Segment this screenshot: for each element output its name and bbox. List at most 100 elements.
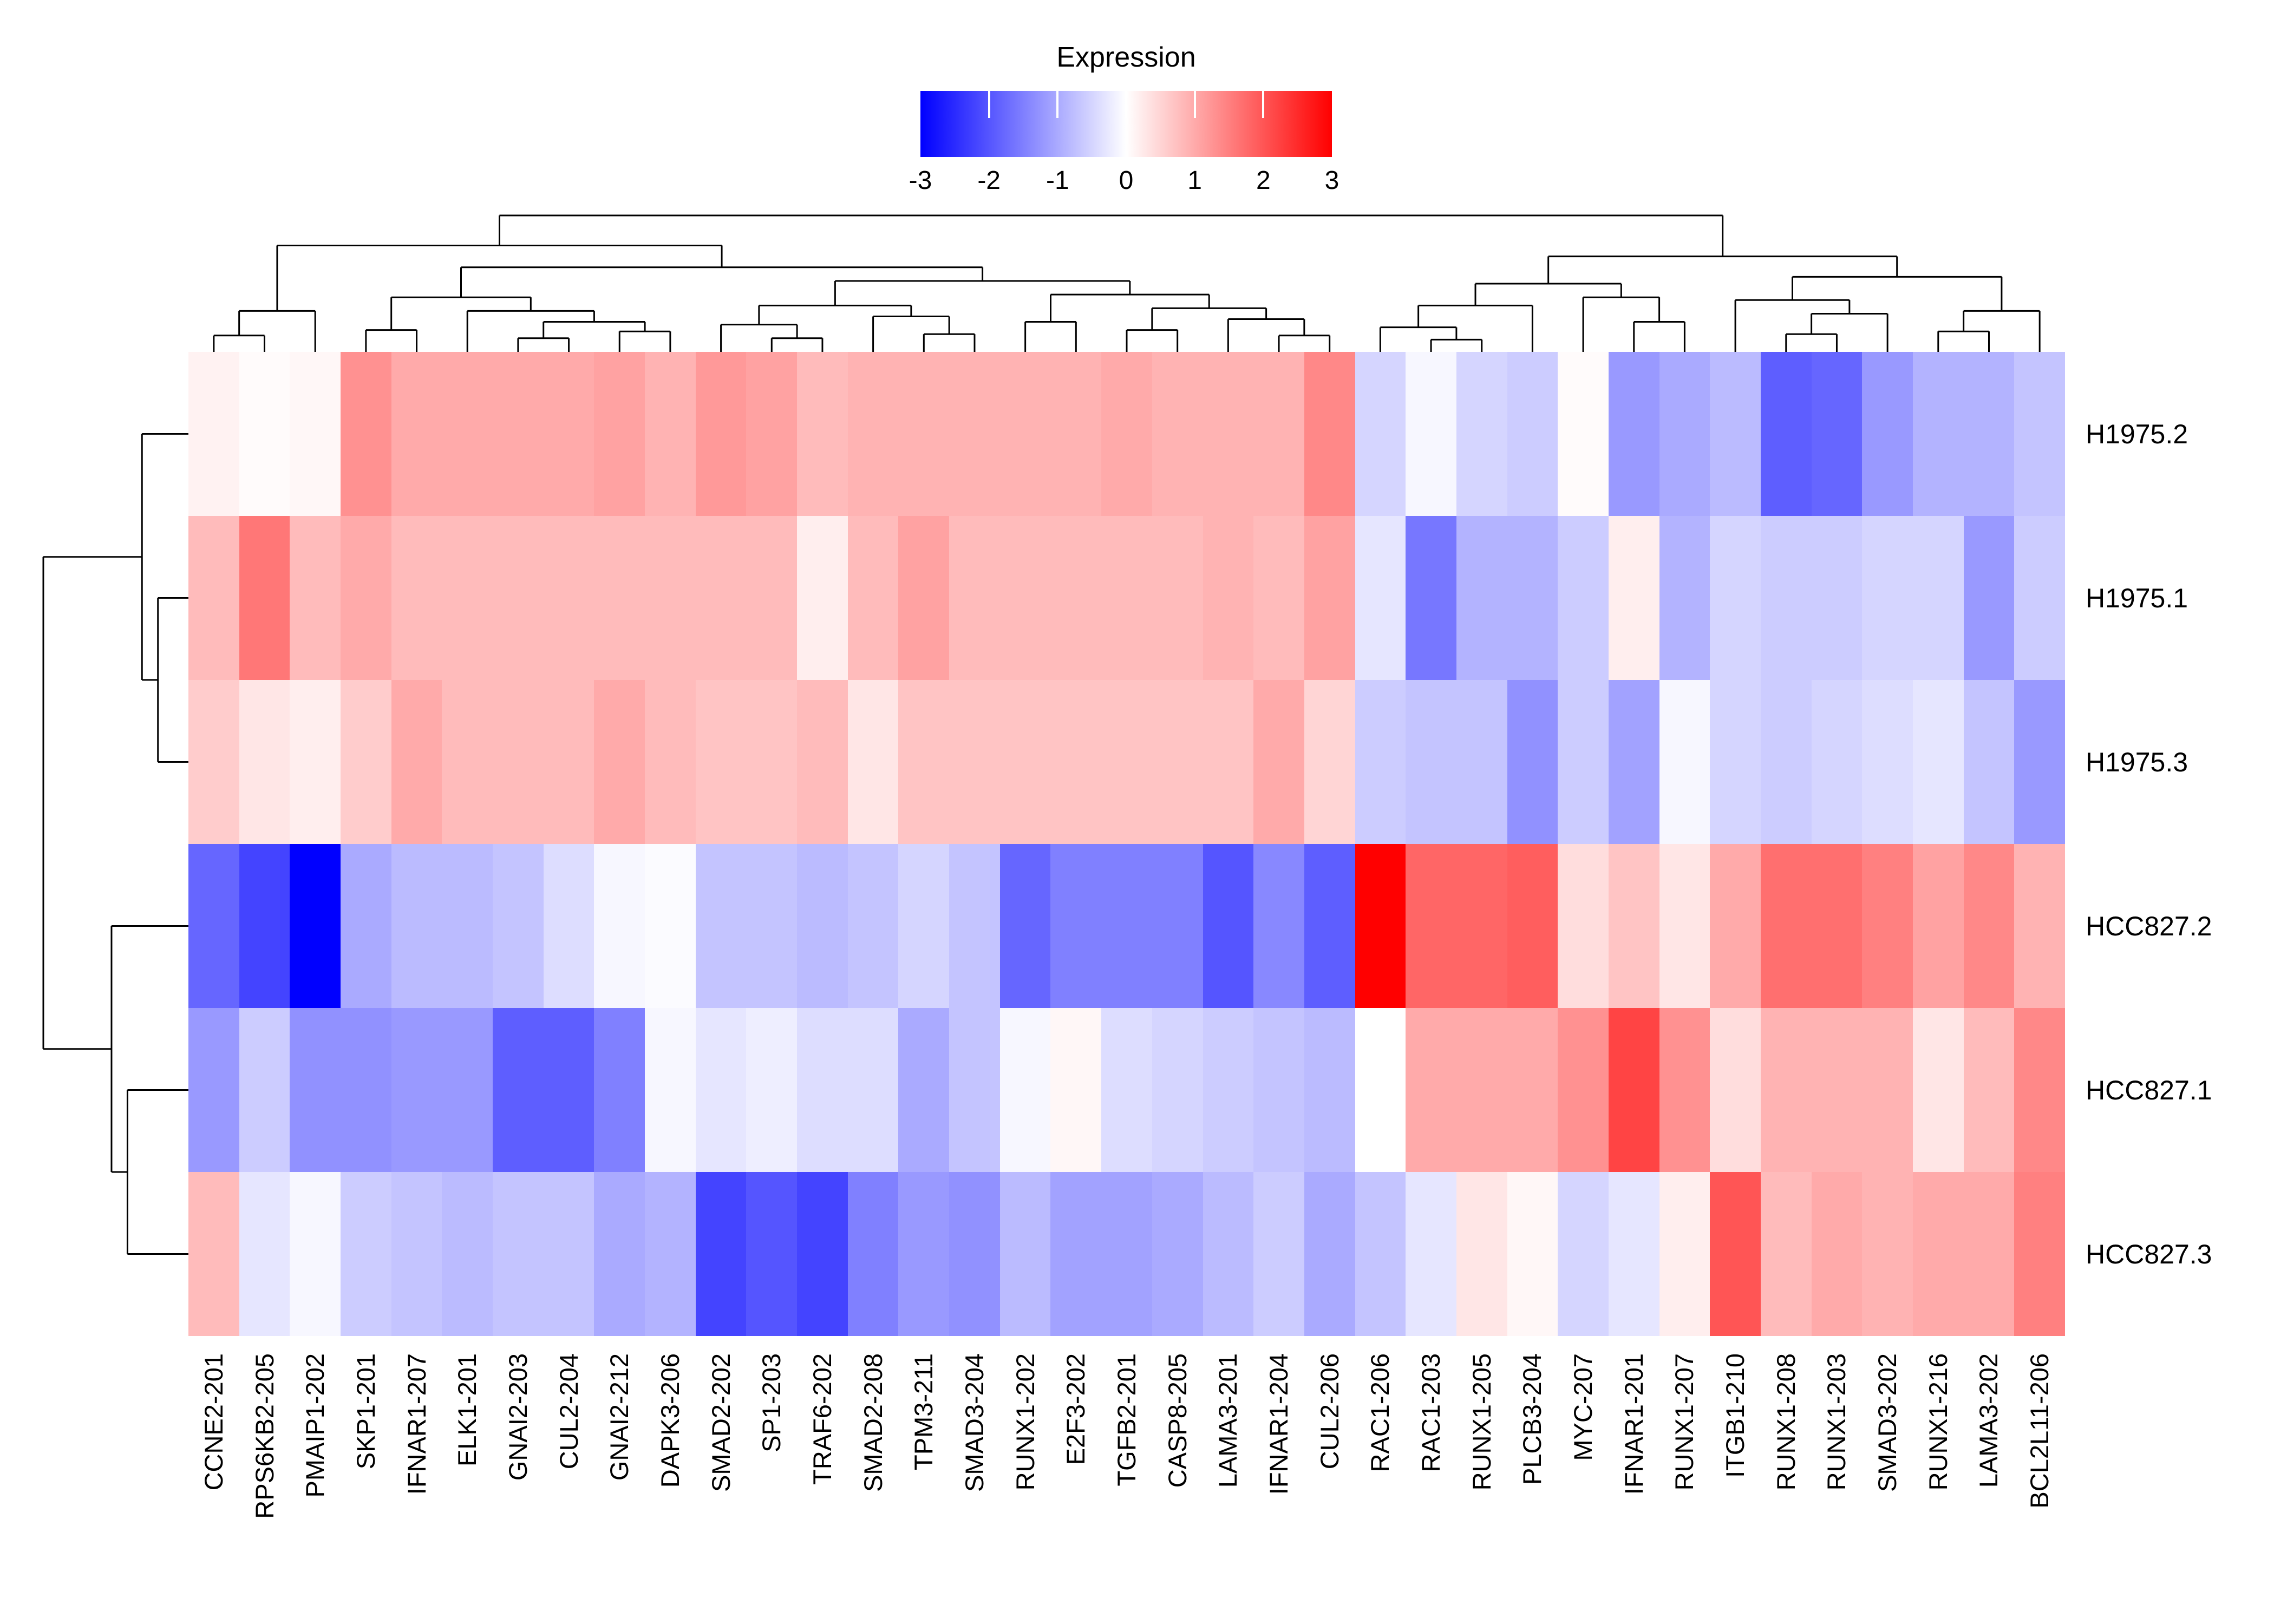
heatmap-cell bbox=[1456, 1172, 1507, 1336]
heatmap-cell bbox=[1659, 1172, 1710, 1336]
heatmap-cell bbox=[999, 680, 1051, 844]
heatmap-cell bbox=[1304, 680, 1355, 844]
heatmap-cell bbox=[1963, 516, 2015, 680]
column-label: DAPK3-206 bbox=[655, 1353, 684, 1488]
heatmap-cell bbox=[1811, 352, 1863, 516]
heatmap-cell bbox=[999, 516, 1051, 680]
heatmap-cell bbox=[1558, 352, 1609, 516]
heatmap-cell bbox=[1659, 680, 1710, 844]
heatmap-cell bbox=[442, 844, 493, 1008]
heatmap-cell bbox=[1963, 844, 2015, 1008]
heatmap-cell bbox=[1862, 844, 1913, 1008]
heatmap-cell bbox=[1963, 352, 2015, 516]
legend-title: Expression bbox=[1056, 42, 1196, 73]
heatmap-cell bbox=[1659, 352, 1710, 516]
heatmap-grid bbox=[188, 352, 2065, 1336]
heatmap-cell bbox=[290, 1172, 341, 1336]
column-label: RUNX1-203 bbox=[1822, 1353, 1851, 1491]
heatmap-cell bbox=[594, 844, 645, 1008]
heatmap-cell bbox=[341, 680, 391, 844]
heatmap-cell bbox=[290, 844, 341, 1008]
heatmap-cell bbox=[1912, 352, 1964, 516]
heatmap-cell bbox=[543, 1008, 594, 1172]
heatmap-cell bbox=[1963, 680, 2015, 844]
column-label: SP1-203 bbox=[757, 1353, 786, 1452]
heatmap-cell bbox=[1710, 516, 1761, 680]
heatmap-cell bbox=[1760, 516, 1812, 680]
column-label: RAC1-206 bbox=[1365, 1353, 1395, 1472]
heatmap-cell bbox=[1963, 1008, 2015, 1172]
heatmap-cell bbox=[594, 352, 645, 516]
heatmap-cell bbox=[188, 1172, 239, 1336]
heatmap-cell bbox=[1101, 844, 1152, 1008]
heatmap-cell bbox=[746, 516, 798, 680]
heatmap-cell bbox=[847, 680, 899, 844]
heatmap-cell bbox=[1050, 516, 1102, 680]
heatmap-cell bbox=[1152, 844, 1203, 1008]
heatmap-cell bbox=[1608, 1172, 1659, 1336]
heatmap-cell bbox=[797, 516, 848, 680]
heatmap-cell bbox=[1710, 844, 1761, 1008]
heatmap-cell bbox=[442, 516, 493, 680]
column-label: RAC1-203 bbox=[1416, 1353, 1446, 1472]
heatmap-cell bbox=[1558, 680, 1609, 844]
column-label: RUNX1-208 bbox=[1771, 1353, 1800, 1491]
heatmap-cell bbox=[1203, 680, 1254, 844]
heatmap-cell bbox=[746, 844, 798, 1008]
heatmap-cell bbox=[1912, 1172, 1964, 1336]
heatmap-cell bbox=[1456, 352, 1507, 516]
heatmap-cell bbox=[493, 1172, 544, 1336]
row-label: H1975.2 bbox=[2086, 418, 2188, 449]
heatmap-cell bbox=[543, 516, 594, 680]
column-label: GNAI2-203 bbox=[503, 1353, 532, 1481]
heatmap-cell bbox=[949, 1172, 1000, 1336]
column-label: PMAIP1-202 bbox=[300, 1353, 330, 1498]
heatmap-cell bbox=[797, 352, 848, 516]
heatmap-cell bbox=[1507, 680, 1558, 844]
heatmap-cell bbox=[1608, 1008, 1659, 1172]
row-label: H1975.1 bbox=[2086, 582, 2188, 613]
heatmap-cell bbox=[1963, 1172, 2015, 1336]
heatmap-cell bbox=[1253, 680, 1304, 844]
heatmap-cell bbox=[1760, 680, 1812, 844]
legend-tick-label: -3 bbox=[909, 166, 932, 195]
heatmap-cell bbox=[2014, 844, 2065, 1008]
heatmap-cell bbox=[2014, 352, 2065, 516]
heatmap-cell bbox=[1304, 516, 1355, 680]
heatmap-cell bbox=[1710, 1172, 1761, 1336]
heatmap-cell bbox=[1608, 516, 1659, 680]
column-label: RUNX1-216 bbox=[1923, 1353, 1952, 1491]
heatmap-cell bbox=[493, 516, 544, 680]
heatmap-cell bbox=[493, 1008, 544, 1172]
heatmap-cell bbox=[695, 680, 747, 844]
heatmap-cell bbox=[898, 516, 950, 680]
legend-tick-label: 2 bbox=[1256, 166, 1271, 195]
heatmap-cell bbox=[543, 352, 594, 516]
heatmap-cell bbox=[1406, 844, 1456, 1008]
heatmap-cell bbox=[391, 680, 442, 844]
row-label: HCC827.3 bbox=[2086, 1239, 2212, 1269]
column-label: RUNX1-207 bbox=[1670, 1353, 1699, 1491]
heatmap-cell bbox=[1253, 844, 1304, 1008]
heatmap-cell bbox=[1862, 516, 1913, 680]
heatmap-cell bbox=[949, 1008, 1000, 1172]
heatmap-cell bbox=[391, 1172, 442, 1336]
heatmap-cell bbox=[1101, 352, 1152, 516]
column-dendrogram bbox=[213, 214, 2041, 352]
heatmap-cell bbox=[1760, 1172, 1812, 1336]
heatmap-cell bbox=[847, 516, 899, 680]
legend-tick-mark bbox=[988, 91, 990, 118]
heatmap-cell bbox=[1456, 516, 1507, 680]
legend-tick-label: 3 bbox=[1324, 166, 1339, 195]
heatmap-cell bbox=[239, 352, 290, 516]
heatmap-cell bbox=[188, 844, 239, 1008]
heatmap-cell bbox=[949, 844, 1000, 1008]
heatmap-cell bbox=[1558, 844, 1609, 1008]
heatmap-cell bbox=[493, 680, 544, 844]
heatmap-cell bbox=[290, 352, 341, 516]
column-label: BCL2L11-206 bbox=[2025, 1353, 2054, 1509]
heatmap-cell bbox=[949, 680, 1000, 844]
heatmap-cell bbox=[594, 1172, 645, 1336]
heatmap-cell bbox=[341, 844, 391, 1008]
heatmap-cell bbox=[898, 1008, 950, 1172]
